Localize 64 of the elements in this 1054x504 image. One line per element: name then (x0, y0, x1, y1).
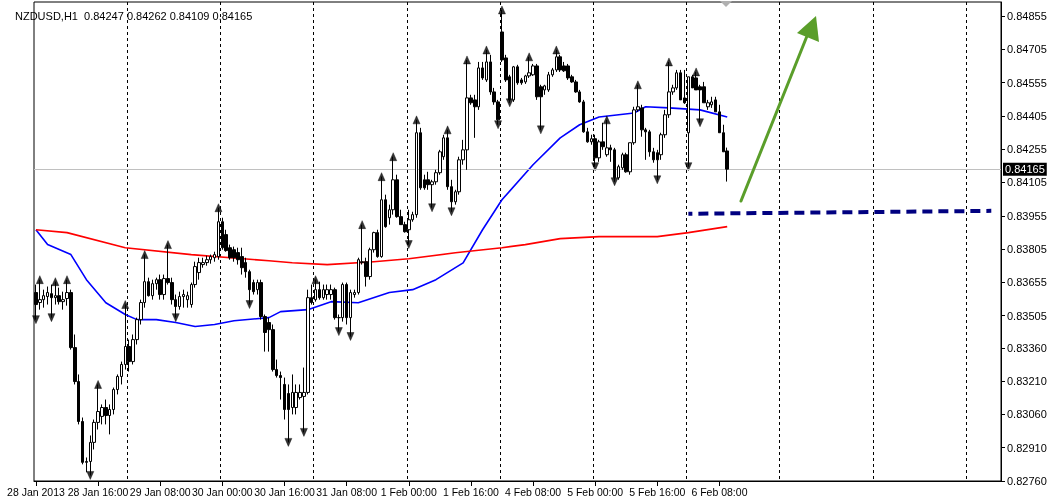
candlestick (566, 63, 570, 81)
candlestick (322, 284, 325, 301)
candlestick (613, 147, 616, 183)
x-tick-label: 29 Jan 08:00 (129, 485, 191, 498)
y-tick-label: 0.84105 (1007, 176, 1047, 189)
y-tick-label: 0.83210 (1007, 375, 1047, 388)
y-tick-label: 0.83060 (1007, 408, 1047, 421)
x-tick-label: 30 Jan 00:00 (191, 485, 253, 498)
x-tick-label: 28 Jan 16:00 (67, 485, 129, 498)
point (284, 438, 293, 447)
line-series (35, 225, 729, 266)
ref-line-label: 0.84165 (1005, 163, 1045, 176)
point (610, 177, 619, 187)
y-tick-label: 0.84705 (1007, 43, 1047, 56)
y-tick-label: 0.83655 (1007, 276, 1047, 289)
y-tick-label: 0.83360 (1007, 341, 1047, 354)
point (447, 207, 456, 217)
x-tick-label: 31 Jan 08:00 (316, 485, 378, 498)
candlestick (679, 69, 682, 101)
candlestick (151, 279, 154, 301)
y-tick-label: 0.84255 (1007, 143, 1047, 156)
y-tick-label: 0.83505 (1007, 309, 1047, 322)
point (498, 5, 506, 15)
point (172, 313, 180, 322)
x-tick-label: 28 Jan 2013 (7, 485, 65, 498)
point (505, 98, 514, 108)
x-tick-label: 6 Feb 08:00 (691, 485, 748, 498)
y-tick-label: 0.84405 (1007, 109, 1047, 122)
candlestick (325, 284, 329, 301)
point (335, 327, 343, 336)
candlestick (205, 255, 209, 267)
point (537, 125, 545, 135)
point (47, 313, 56, 322)
candlestick (240, 247, 244, 276)
point (245, 300, 254, 309)
point (164, 240, 172, 249)
y-tick-label: 0.83955 (1007, 209, 1047, 222)
point (494, 120, 502, 129)
x-tick-label: 1 Feb 00:00 (380, 485, 437, 498)
x-tick-label: 1 Feb 16:00 (442, 485, 500, 498)
candlestick (555, 49, 558, 73)
x-tick-label: 5 Feb 00:00 (567, 485, 624, 498)
candlestick (182, 289, 185, 309)
x-tick-label: 5 Feb 16:00 (629, 485, 686, 498)
y-tick-label: 0.82760 (1007, 475, 1047, 487)
text: NZDUSD,H1 0.84247 0.84262 0.84109 0.84165 (15, 9, 253, 22)
candlestick (232, 246, 236, 263)
candlestick (710, 96, 713, 109)
point (653, 175, 662, 185)
y-tick-label: 0.82910 (1007, 441, 1047, 454)
x-tick-label: 4 Feb 08:00 (505, 485, 562, 498)
candlestick (547, 71, 550, 93)
line-series (35, 105, 729, 328)
candlestick (209, 254, 212, 265)
point (591, 162, 599, 171)
point (443, 125, 452, 135)
point (32, 315, 40, 324)
point (696, 118, 704, 127)
x-tick-label: 30 Jan 16:00 (254, 485, 316, 498)
candlestick (158, 274, 162, 301)
y-tick-label: 0.84555 (1007, 76, 1047, 89)
y-tick-label: 0.83805 (1007, 243, 1047, 256)
point (692, 67, 700, 77)
y-tick-label: 0.84855 (1007, 9, 1047, 22)
